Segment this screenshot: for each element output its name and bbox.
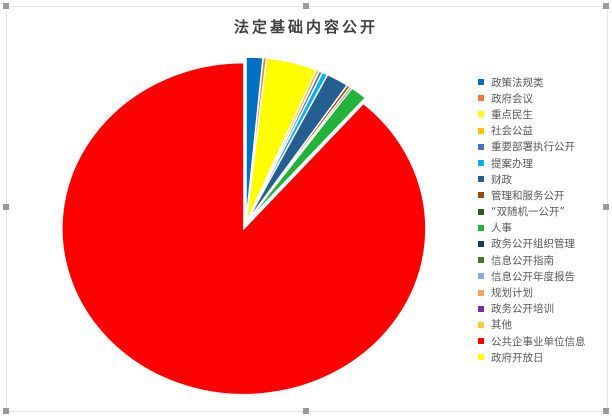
legend-label: 重要部署执行公开: [491, 141, 575, 154]
legend-item: 信息公开指南: [478, 252, 586, 268]
legend-swatch: [478, 127, 484, 134]
resize-handle[interactable]: [3, 408, 9, 414]
resize-handle[interactable]: [603, 204, 609, 210]
legend-item: 政务公开培训: [478, 301, 586, 317]
legend-swatch: [478, 321, 484, 328]
legend-label: 社会公益: [491, 125, 533, 138]
pie-slice-16[interactable]: [61, 61, 427, 396]
legend-swatch: [478, 79, 484, 86]
legend-item: 信息公开年度报告: [478, 268, 586, 284]
legend-swatch: [478, 224, 484, 231]
legend-label: “双随机一公开”: [491, 206, 565, 219]
legend-item: 政府会议: [478, 90, 586, 106]
resize-handle[interactable]: [3, 3, 9, 9]
legend-swatch: [478, 208, 484, 215]
resize-handle[interactable]: [603, 408, 609, 414]
resize-handle[interactable]: [303, 3, 309, 9]
resize-handle[interactable]: [303, 408, 309, 414]
legend-swatch: [478, 273, 484, 280]
legend-label: 政务公开培训: [491, 303, 554, 316]
legend-swatch: [478, 192, 484, 199]
legend-label: 信息公开年度报告: [491, 270, 575, 283]
legend-item: 政策法规类: [478, 74, 586, 90]
legend-item: 提案办理: [478, 155, 586, 171]
legend-item: 人事: [478, 220, 586, 236]
resize-handle[interactable]: [3, 204, 9, 210]
legend-item: 管理和服务公开: [478, 187, 586, 203]
legend-item: 公共企事业单位信息: [478, 333, 586, 349]
legend: 政策法规类政府会议重点民生社会公益重要部署执行公开 提案办理财政管理和服务公开 “双…: [478, 74, 586, 365]
legend-swatch: [478, 176, 484, 183]
legend-label: 人事: [491, 222, 512, 235]
legend-label: 管理和服务公开: [491, 189, 565, 202]
legend-label: 政府会议: [491, 92, 533, 105]
legend-item: 其他: [478, 317, 586, 333]
legend-swatch: [478, 160, 484, 167]
legend-label: 提案办理: [491, 157, 533, 170]
legend-swatch: [478, 289, 484, 296]
resize-handle[interactable]: [603, 3, 609, 9]
legend-label: 信息公开指南: [491, 254, 554, 267]
legend-label: 公共企事业单位信息: [491, 335, 586, 348]
legend-swatch: [478, 240, 484, 247]
legend-item: 政务公开组织管理: [478, 236, 586, 252]
legend-label: 重点民生: [491, 108, 533, 121]
legend-label: 政务公开组织管理: [491, 238, 575, 251]
legend-swatch: [478, 143, 484, 150]
legend-item: 社会公益: [478, 123, 586, 139]
legend-swatch: [478, 111, 484, 118]
legend-label: 政策法规类: [491, 76, 544, 89]
legend-item: 财政: [478, 171, 586, 187]
legend-label: 政府开放日: [491, 351, 544, 364]
legend-swatch: [478, 305, 484, 312]
legend-swatch: [478, 257, 484, 264]
legend-swatch: [478, 95, 484, 102]
legend-item: 重点民生: [478, 106, 586, 122]
legend-swatch: [478, 338, 484, 345]
legend-label: 财政: [491, 173, 512, 186]
legend-item: 政府开放日: [478, 349, 586, 365]
legend-label: 规划计划: [491, 287, 533, 300]
legend-label: 其他: [491, 319, 512, 332]
legend-swatch: [478, 354, 484, 361]
legend-item: 重要部署执行公开: [478, 139, 586, 155]
legend-item: 规划计划: [478, 284, 586, 300]
legend-item: “双随机一公开”: [478, 204, 586, 220]
pie-slice-9[interactable]: [245, 87, 367, 224]
chart-title: 法定基础内容公开: [233, 18, 378, 36]
